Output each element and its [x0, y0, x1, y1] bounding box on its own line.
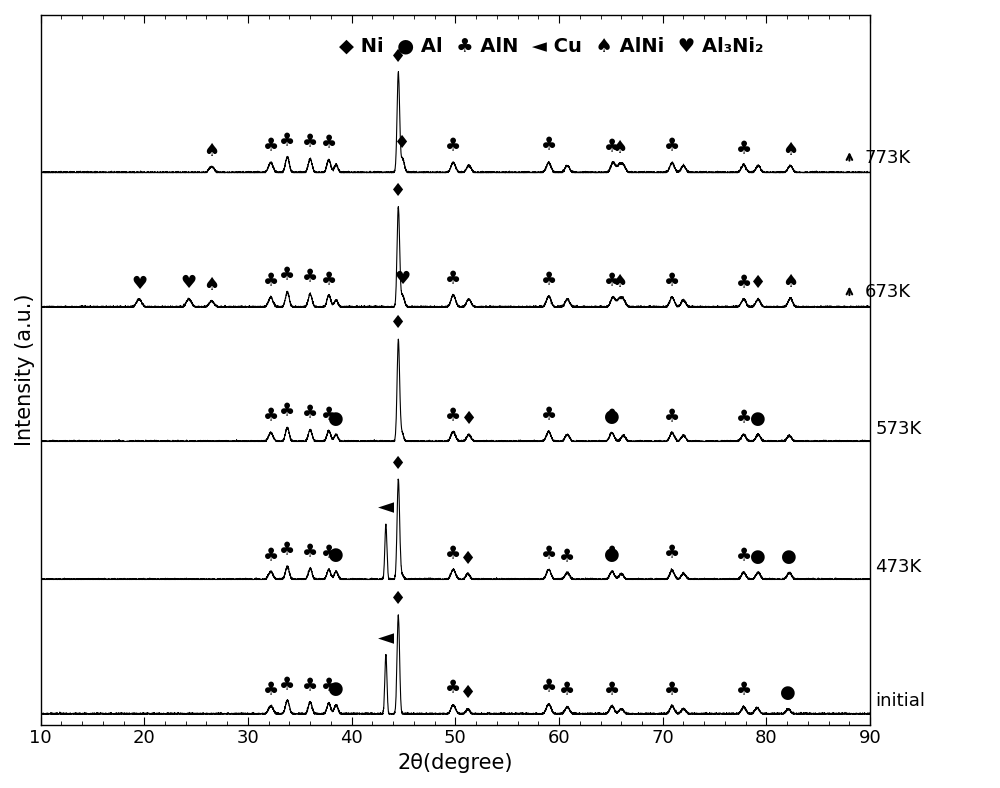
Text: ♣: ♣ — [559, 682, 575, 700]
Text: initial: initial — [875, 692, 925, 710]
Text: ♦: ♦ — [390, 48, 406, 65]
Text: 673K: 673K — [865, 283, 911, 301]
Text: ♣: ♣ — [541, 407, 557, 425]
Text: ♣: ♣ — [664, 137, 680, 155]
Text: ●: ● — [328, 546, 344, 564]
Text: ♣: ♣ — [736, 409, 752, 427]
Text: ♦: ♦ — [461, 411, 477, 429]
Text: ♣: ♣ — [263, 681, 279, 699]
Text: ♣: ♣ — [664, 408, 680, 426]
Text: ♣: ♣ — [736, 682, 752, 700]
Text: ♣: ♣ — [302, 133, 318, 151]
Text: ♣: ♣ — [263, 407, 279, 426]
Text: ♣: ♣ — [302, 677, 318, 695]
Text: ♣: ♣ — [541, 136, 557, 154]
Text: ♣: ♣ — [604, 273, 620, 291]
Text: ♣: ♣ — [445, 407, 461, 426]
Text: ♠: ♠ — [782, 273, 798, 291]
Text: ♣: ♣ — [445, 679, 461, 697]
Text: ♣: ♣ — [445, 545, 461, 563]
Text: ♦: ♦ — [750, 273, 766, 292]
Text: ♠: ♠ — [204, 142, 220, 160]
Text: ♥: ♥ — [394, 270, 411, 288]
Text: ◆ Ni  ● Al  ♣ AlN  ◄ Cu  ♠ AlNi  ♥ Al₃Ni₂: ◆ Ni ● Al ♣ AlN ◄ Cu ♠ AlNi ♥ Al₃Ni₂ — [339, 36, 764, 55]
Text: ♦: ♦ — [394, 134, 411, 151]
Text: ♣: ♣ — [604, 681, 620, 699]
Text: ♣: ♣ — [664, 545, 680, 563]
Text: ♣: ♣ — [279, 541, 295, 559]
Text: 473K: 473K — [875, 558, 922, 576]
Text: ●: ● — [750, 410, 766, 428]
Text: ♣: ♣ — [321, 271, 337, 289]
Text: ●: ● — [328, 410, 344, 428]
Text: ●: ● — [780, 685, 796, 702]
Text: ♦: ♦ — [390, 181, 406, 199]
Text: ●: ● — [328, 680, 344, 698]
Text: ♣: ♣ — [321, 406, 337, 424]
Text: ♠: ♠ — [204, 276, 220, 294]
Text: ♦: ♦ — [390, 589, 406, 608]
Text: ♣: ♣ — [445, 137, 461, 155]
Text: ●: ● — [781, 548, 797, 566]
Text: ◄: ◄ — [378, 497, 394, 517]
Text: ♣: ♣ — [559, 548, 575, 566]
Text: ●: ● — [604, 545, 620, 563]
Text: ♦: ♦ — [390, 314, 406, 332]
Text: ♠: ♠ — [611, 273, 627, 291]
Text: ♣: ♣ — [279, 267, 295, 284]
X-axis label: 2θ(degree): 2θ(degree) — [398, 753, 513, 773]
Text: ♣: ♣ — [263, 273, 279, 291]
Text: ♣: ♣ — [279, 403, 295, 421]
Text: ♣: ♣ — [302, 405, 318, 422]
Text: ♦: ♦ — [460, 684, 476, 702]
Text: 773K: 773K — [865, 149, 911, 167]
Text: ♣: ♣ — [664, 682, 680, 700]
Text: ♠: ♠ — [611, 139, 627, 157]
Text: ♣: ♣ — [302, 544, 318, 562]
Text: ♠: ♠ — [782, 140, 798, 158]
Text: ♣: ♣ — [445, 270, 461, 288]
Text: ♣: ♣ — [321, 678, 337, 695]
Text: ♣: ♣ — [604, 545, 620, 563]
Text: ●: ● — [750, 548, 766, 566]
Text: ♣: ♣ — [321, 545, 337, 562]
Text: ♣: ♣ — [302, 268, 318, 286]
Text: ♣: ♣ — [541, 545, 557, 563]
Text: 573K: 573K — [875, 420, 922, 438]
Text: ♣: ♣ — [604, 139, 620, 156]
Text: ♥: ♥ — [181, 274, 197, 292]
Text: ♣: ♣ — [736, 140, 752, 158]
Text: ♣: ♣ — [541, 678, 557, 697]
Text: ♣: ♣ — [321, 135, 337, 153]
Text: ♥: ♥ — [131, 275, 147, 292]
Text: ♣: ♣ — [736, 548, 752, 566]
Text: ♣: ♣ — [263, 137, 279, 155]
Text: ♦: ♦ — [390, 455, 406, 473]
Text: ◄: ◄ — [378, 629, 394, 649]
Text: ♣: ♣ — [279, 132, 295, 151]
Text: ♣: ♣ — [263, 547, 279, 565]
Y-axis label: Intensity (a.u.): Intensity (a.u.) — [15, 294, 35, 446]
Text: ♣: ♣ — [604, 408, 620, 426]
Text: ♣: ♣ — [664, 273, 680, 291]
Text: ♣: ♣ — [279, 676, 295, 693]
Text: ●: ● — [604, 408, 620, 426]
Text: ♣: ♣ — [541, 271, 557, 289]
Text: ♦: ♦ — [460, 549, 476, 567]
Text: ♣: ♣ — [736, 274, 752, 292]
